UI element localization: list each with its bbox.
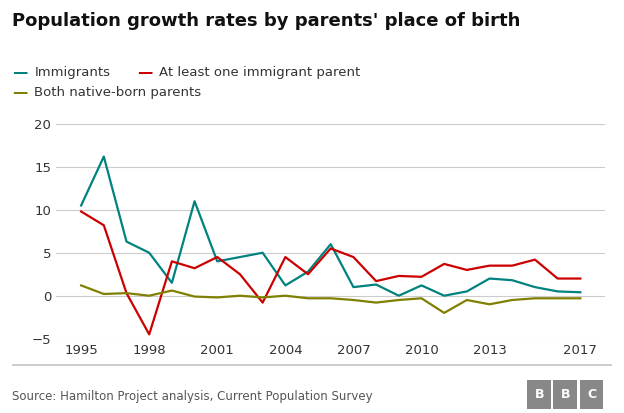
Text: —: — (12, 85, 28, 100)
Text: B: B (534, 388, 544, 401)
Text: —: — (12, 65, 28, 80)
Text: B: B (560, 388, 570, 401)
Text: Source: Hamilton Project analysis, Current Population Survey: Source: Hamilton Project analysis, Curre… (12, 390, 373, 403)
Text: Immigrants: Immigrants (34, 66, 110, 79)
Text: —: — (137, 65, 153, 80)
Text: Both native-born parents: Both native-born parents (34, 86, 202, 100)
Text: Population growth rates by parents' place of birth: Population growth rates by parents' plac… (12, 12, 521, 31)
Text: At least one immigrant parent: At least one immigrant parent (159, 66, 361, 79)
Text: C: C (587, 388, 596, 401)
